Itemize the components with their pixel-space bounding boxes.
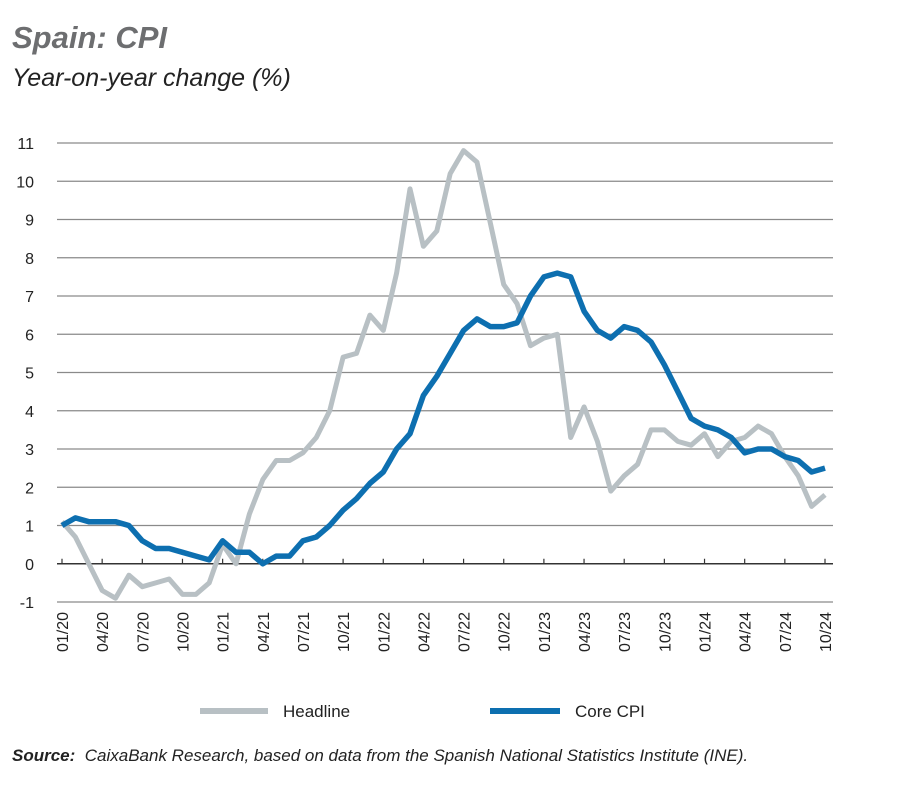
x-tick-label: 01/21 (216, 612, 233, 652)
series-line-core-cpi (60, 270, 826, 567)
y-tick-label: 7 (25, 289, 34, 306)
x-tick-label: 04/24 (738, 612, 755, 652)
legend-label-core-cpi: Core CPI (575, 702, 645, 721)
source-note: Source: CaixaBank Research, based on dat… (12, 746, 748, 766)
y-tick-label: 8 (25, 251, 34, 268)
legend: Headline Core CPI (200, 702, 645, 721)
y-tick-label: 5 (25, 366, 34, 383)
y-tick-label: 11 (17, 136, 34, 153)
x-tick-label: 07/20 (135, 612, 152, 652)
y-tick-label: 2 (25, 480, 34, 497)
series-lines (60, 148, 827, 601)
x-tick-label: 07/24 (778, 612, 795, 652)
series-line-headline (60, 148, 827, 601)
y-tick-label: 0 (25, 557, 34, 574)
x-tick-label: 10/22 (497, 612, 514, 652)
grid-lines (57, 142, 833, 603)
x-tick-label: 04/21 (256, 612, 273, 652)
source-label: Source: (12, 746, 76, 765)
x-tick-label: 07/22 (457, 612, 474, 652)
x-tick-label: 07/21 (296, 612, 313, 652)
x-tick-label: 07/23 (617, 612, 634, 652)
x-tick-label: 01/22 (376, 612, 393, 652)
y-tick-label: -1 (20, 595, 34, 612)
x-tick-label: 10/20 (175, 612, 192, 652)
x-axis: 01/20 04/20 07/20 10/20 01/21 04/21 07/21 10/21… (55, 558, 835, 652)
chart-subtitle: Year-on-year change (%) (12, 64, 291, 92)
x-tick-label: 01/24 (698, 612, 715, 652)
x-tick-label: 01/23 (537, 612, 554, 652)
y-tick-label: 3 (25, 442, 34, 459)
y-axis-ticks: -1 0 1 2 3 4 5 6 7 8 9 10 11 (16, 136, 34, 612)
y-tick-label: 6 (25, 327, 34, 344)
y-tick-label: 9 (25, 213, 34, 230)
y-tick-label: 1 (25, 519, 34, 536)
x-tick-label: 04/23 (577, 612, 594, 652)
x-tick-label: 04/22 (416, 612, 433, 652)
source-text: CaixaBank Research, based on data from t… (84, 746, 749, 765)
y-tick-label: 10 (16, 174, 34, 191)
chart-title: Spain: CPI (12, 20, 168, 55)
x-tick-label: 10/23 (657, 612, 674, 652)
x-tick-label: 01/20 (55, 612, 72, 652)
legend-label-headline: Headline (283, 702, 350, 721)
x-tick-label: 10/21 (336, 612, 353, 652)
x-tick-label: 10/24 (818, 612, 835, 652)
y-tick-label: 4 (25, 404, 34, 421)
x-tick-label: 04/20 (95, 612, 112, 652)
